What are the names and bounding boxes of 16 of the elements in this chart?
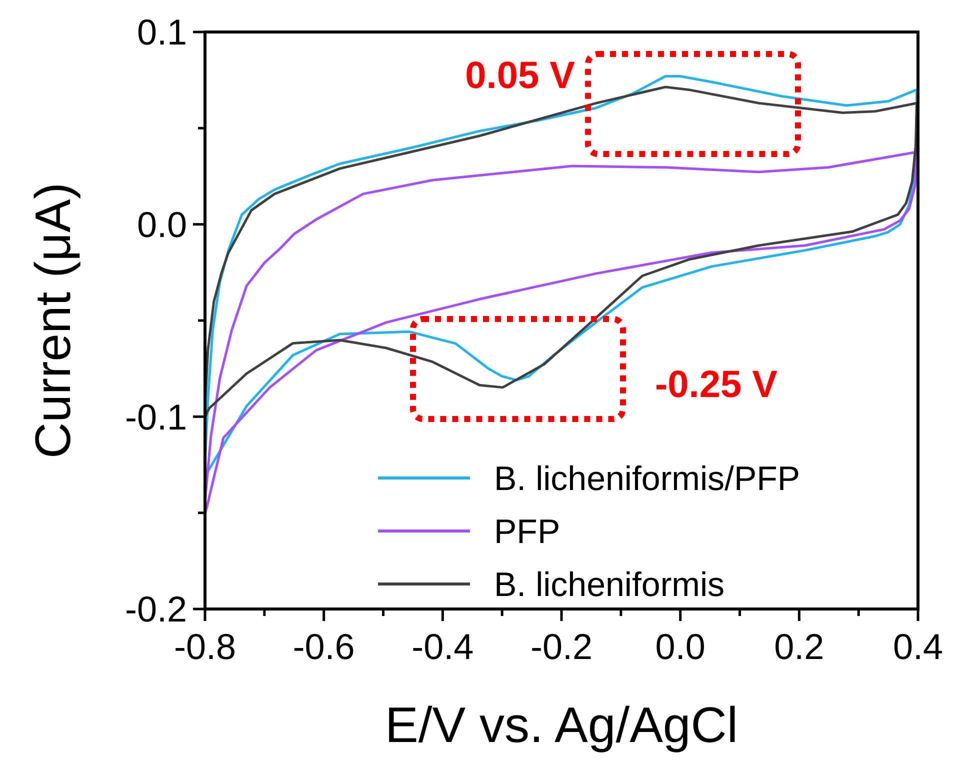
x-tick-label: -0.2 (530, 626, 593, 667)
y-tick-label: 0.1 (136, 12, 187, 53)
legend-label: B. licheniformis/PFP (494, 460, 800, 498)
legend-label: B. licheniformis (494, 566, 725, 604)
annotation: 0.05 V (465, 55, 576, 97)
y-tick-label: 0.0 (136, 204, 187, 245)
x-tick-label: -0.6 (292, 626, 355, 667)
x-tick-label: 0.0 (655, 626, 706, 667)
y-axis-title: Current (μA) (25, 182, 81, 459)
x-axis-title: E/V vs. Ag/AgCl (385, 697, 738, 753)
annotation: -0.25 V (655, 364, 778, 406)
x-tick-label: 0.2 (774, 626, 824, 667)
x-tick-label: -0.4 (412, 626, 474, 667)
legend-label: PFP (494, 512, 560, 551)
x-tick-label: 0.4 (892, 626, 944, 667)
y-tick-label: -0.1 (124, 396, 187, 438)
